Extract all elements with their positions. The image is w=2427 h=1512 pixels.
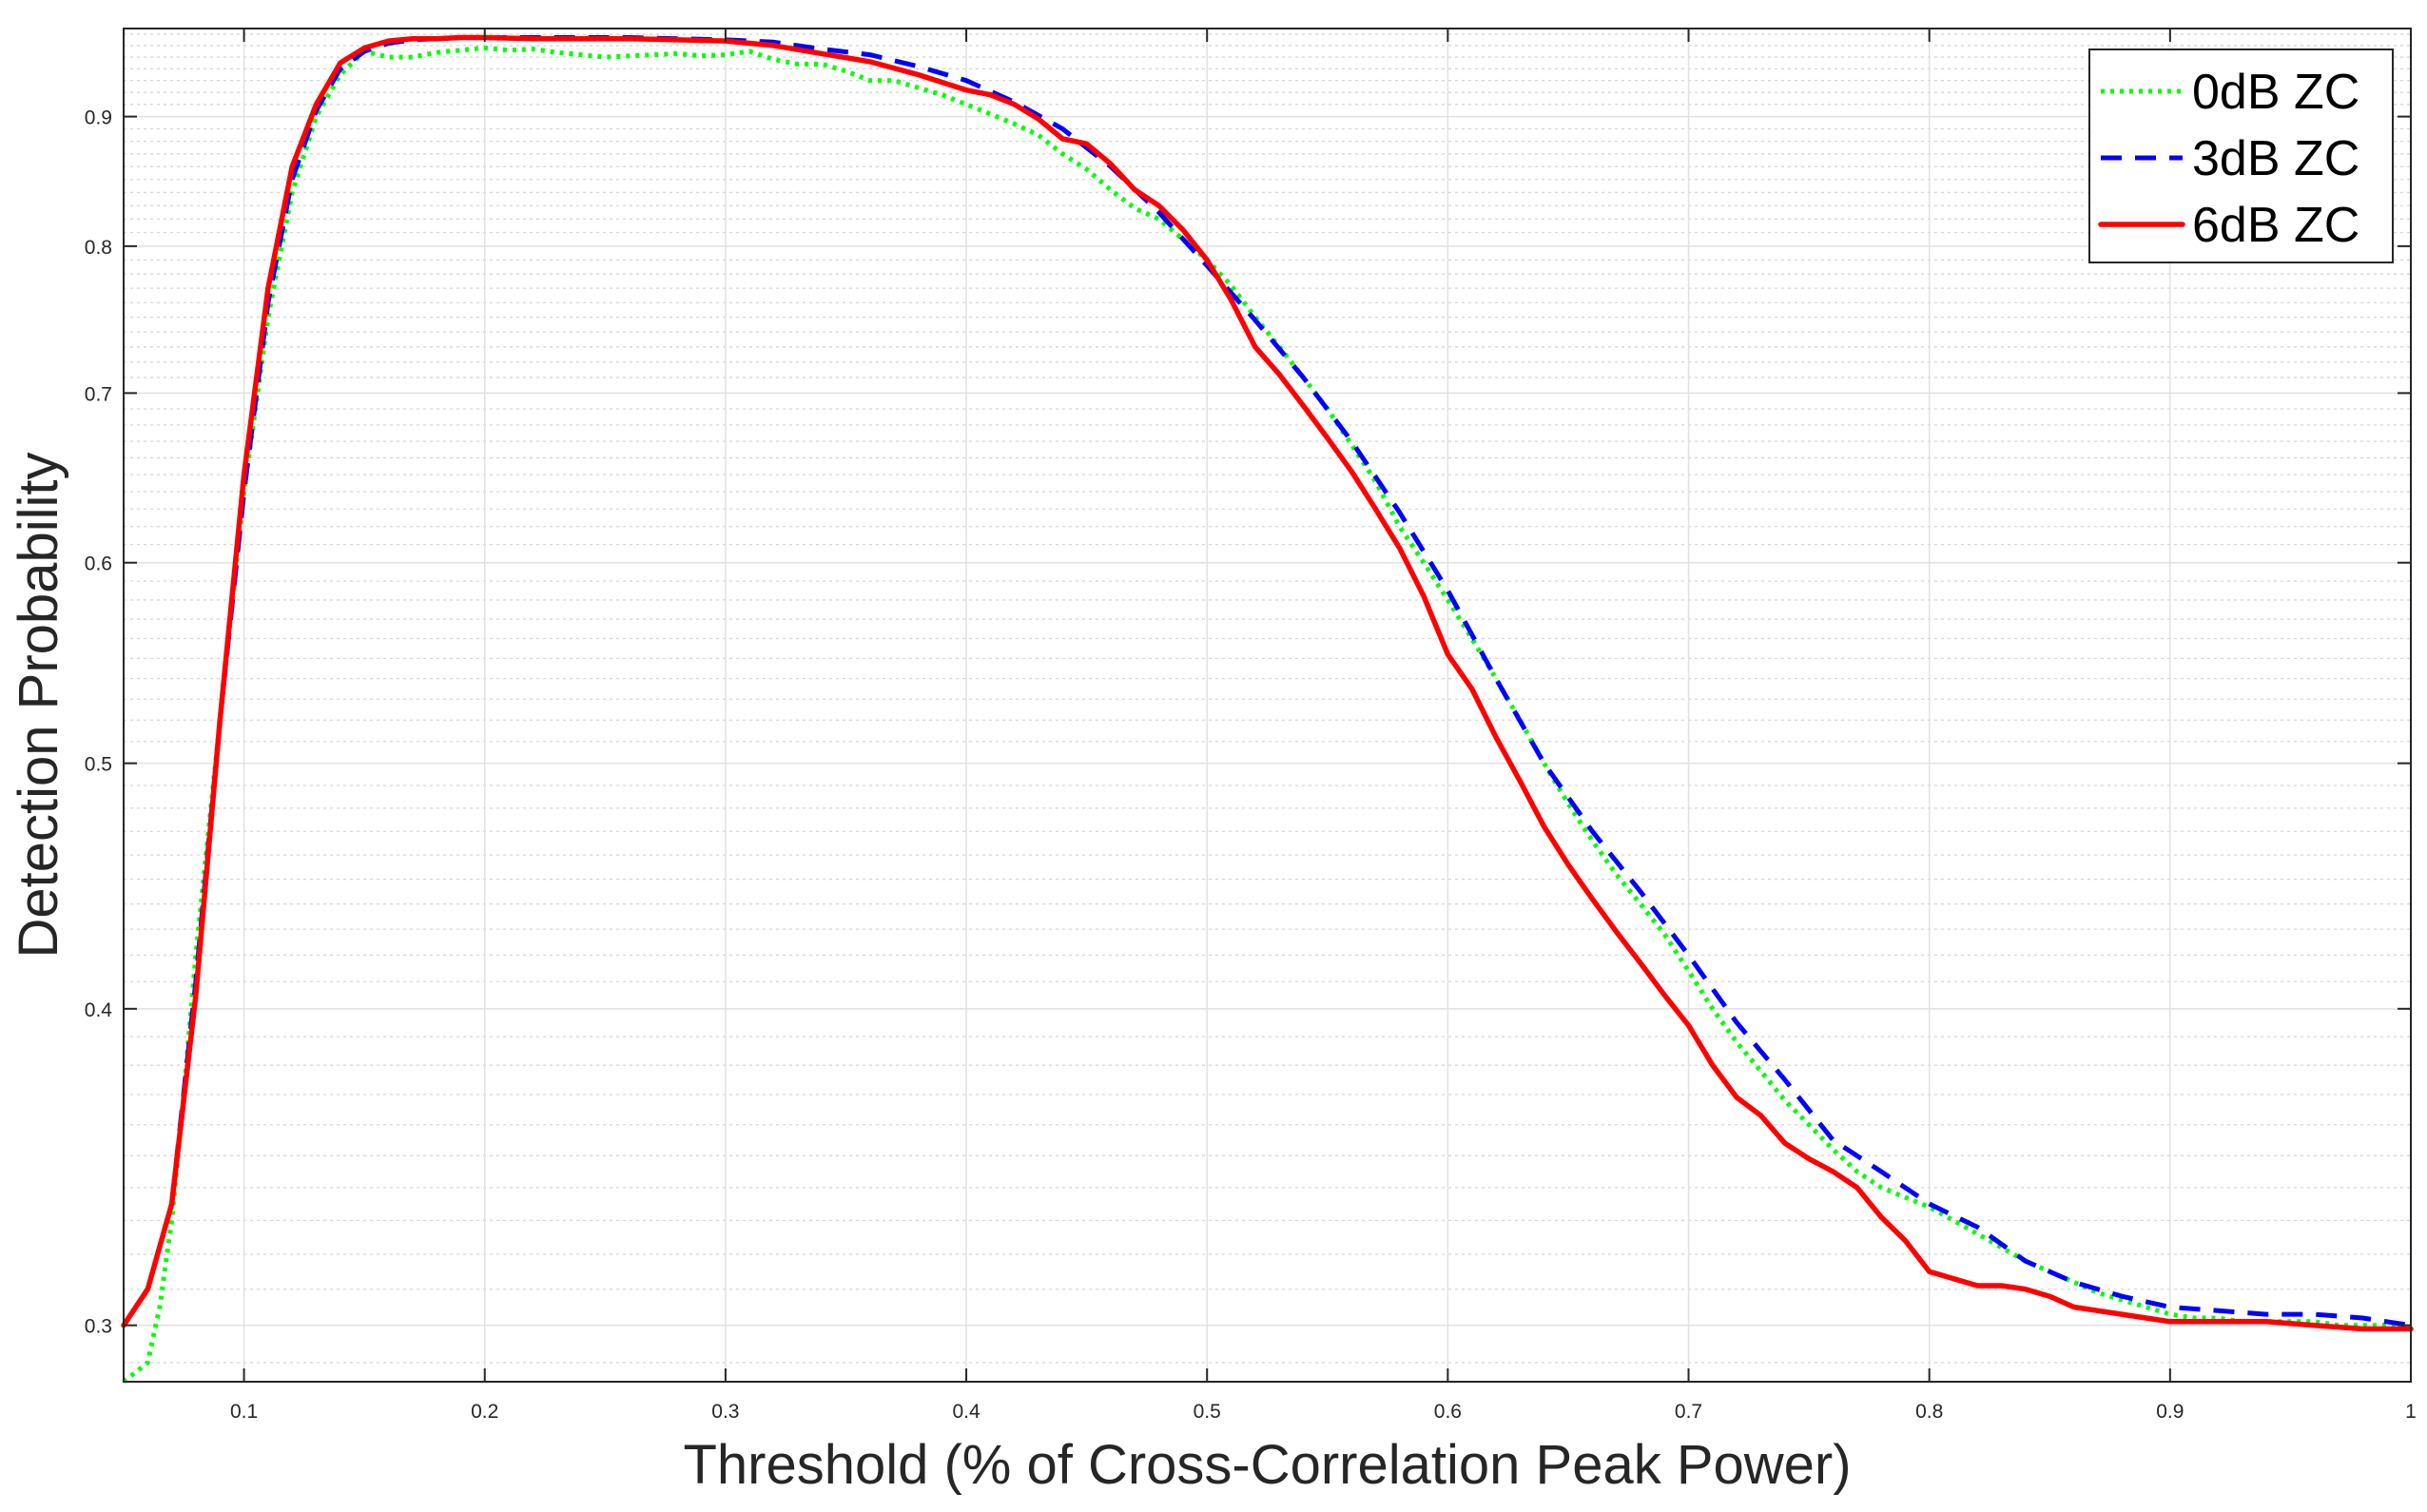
legend-label: 6dB ZC <box>2192 198 2359 253</box>
plot-area-frame <box>123 28 2412 1383</box>
series-layer <box>121 34 2414 1384</box>
x-tick-label: 0.2 <box>471 1401 498 1423</box>
series-line-3db-zc <box>121 35 2412 1328</box>
x-tick-label: 0.9 <box>2156 1401 2184 1423</box>
legend-label: 3dB ZC <box>2192 131 2359 186</box>
x-tick-label: 0.4 <box>952 1401 981 1423</box>
y-tick-label: 0.8 <box>85 237 112 259</box>
series-line-0db-zc <box>122 45 2411 1384</box>
y-tick-label: 0.3 <box>85 1316 112 1338</box>
y-tick-label: 0.7 <box>85 383 112 405</box>
x-tick-label: 0.1 <box>230 1401 258 1423</box>
x-axis-label: Threshold (% of Cross-Correlation Peak P… <box>683 1434 1851 1496</box>
x-tick-label: 0.3 <box>711 1401 739 1423</box>
x-tick-label: 0.5 <box>1194 1401 1221 1423</box>
y-tick-label: 0.4 <box>85 999 113 1021</box>
y-axis-label: Detection Probability <box>8 453 69 959</box>
x-tick-label: 1 <box>2405 1401 2417 1423</box>
y-tick-label: 0.6 <box>85 553 112 575</box>
y-axis-ticks: 0.3 0.4 0.5 0.6 0.7 0.8 0.9 <box>85 107 2411 1338</box>
legend: 0dB ZC 3dB ZC 6dB ZC <box>2088 48 2394 263</box>
major-grid <box>124 29 2412 1382</box>
y-tick-label: 0.9 <box>85 107 112 129</box>
x-tick-label: 0.6 <box>1434 1401 1462 1423</box>
minor-grid <box>124 33 2411 1364</box>
series-line-6db-zc <box>121 34 2414 1332</box>
x-tick-label: 0.7 <box>1675 1401 1702 1423</box>
x-axis-ticks: 0.1 0.2 0.3 0.4 0.5 0.6 0.7 0.8 0.9 1 <box>230 29 2417 1423</box>
y-tick-label: 0.5 <box>85 754 112 776</box>
legend-label: 0dB ZC <box>2192 65 2359 120</box>
x-tick-label: 0.8 <box>1915 1401 1943 1423</box>
